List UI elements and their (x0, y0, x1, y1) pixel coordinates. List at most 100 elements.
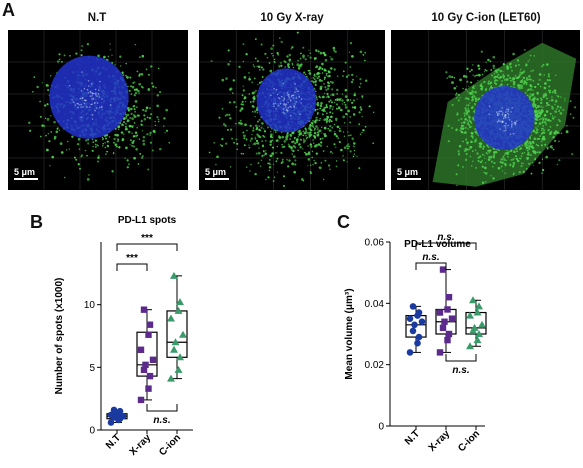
pdl1-spot (299, 57, 302, 60)
pdl1-spot (336, 88, 339, 92)
pdl1-spot (310, 80, 313, 82)
pdl1-spot (130, 124, 134, 128)
pdl1-spot (352, 142, 356, 145)
pdl1-spot (134, 91, 138, 95)
pdl1-spot (86, 154, 88, 157)
pdl1-spot (309, 52, 312, 54)
pdl1-spot (264, 52, 267, 56)
pdl1-spot (257, 162, 260, 164)
pdl1-spot (47, 89, 50, 92)
nucleus-spot (94, 109, 96, 112)
nucleus-spot (91, 95, 93, 97)
pdl1-spot (131, 141, 135, 144)
pdl1-spot (120, 131, 124, 134)
pdl1-spot (334, 130, 336, 133)
pdl1-spot (259, 165, 262, 167)
pdl1-spot (255, 89, 257, 92)
nucleus-spot (93, 92, 95, 95)
pdl1-spot (114, 63, 116, 66)
pdl1-spot (321, 126, 323, 129)
pdl1-spot (252, 64, 255, 66)
pdl1-spot (314, 121, 317, 124)
pdl1-spot (125, 62, 127, 65)
pdl1-spot (268, 166, 272, 169)
pdl1-spot (308, 158, 310, 160)
pdl1-spot (290, 48, 292, 50)
pdl1-spot (329, 104, 332, 108)
pdl1-spot (328, 82, 330, 85)
pdl1-spot (257, 65, 261, 69)
pdl1-spot (145, 106, 149, 110)
pdl1-spot (106, 140, 109, 143)
pdl1-spot (252, 127, 255, 129)
pdl1-spot (84, 149, 87, 152)
pdl1-spot (344, 61, 347, 64)
pdl1-spot (315, 144, 318, 147)
pdl1-spot (348, 145, 351, 148)
pdl1-spot (124, 125, 127, 128)
pdl1-spot (291, 140, 294, 144)
pdl1-spot (361, 131, 363, 134)
pdl1-spot (254, 57, 257, 60)
pdl1-spot (46, 103, 49, 106)
pdl1-spot (270, 47, 273, 50)
pdl1-spot (282, 184, 286, 188)
pdl1-spot (228, 101, 231, 104)
pdl1-spot (157, 67, 160, 70)
pdl1-spot (254, 172, 257, 176)
pdl1-spot (297, 149, 299, 152)
pdl1-spot (123, 116, 126, 119)
pdl1-spot (306, 131, 309, 135)
pdl1-spot (86, 178, 90, 181)
pdl1-spot (308, 72, 312, 75)
pdl1-spot (331, 126, 334, 129)
pdl1-spot (288, 58, 292, 62)
pdl1-spot (136, 126, 138, 129)
pdl1-spot (341, 93, 344, 95)
nucleus-spot (299, 113, 301, 115)
pdl1-spot (316, 98, 319, 101)
pdl1-spot (224, 124, 227, 127)
pdl1-spot (361, 115, 363, 118)
pdl1-spot (349, 66, 352, 69)
pdl1-spot (331, 112, 334, 115)
pdl1-spot (324, 110, 327, 113)
pdl1-spot (103, 55, 106, 59)
pdl1-spot (59, 142, 63, 145)
pdl1-spot (236, 148, 239, 151)
pdl1-spot (260, 43, 263, 46)
pdl1-spot (275, 152, 277, 154)
pdl1-spot (344, 106, 348, 109)
pdl1-spot (307, 145, 309, 147)
pdl1-spot (351, 106, 354, 109)
pdl1-spot (291, 131, 295, 135)
pdl1-spot (78, 167, 82, 170)
pdl1-spot (318, 79, 322, 82)
pdl1-spot (219, 143, 222, 146)
pdl1-spot (293, 136, 296, 140)
pdl1-spot (140, 85, 143, 88)
pdl1-spot (240, 122, 243, 126)
pdl1-spot (215, 163, 217, 166)
pdl1-spot (71, 135, 74, 138)
pdl1-spot (309, 131, 311, 134)
pdl1-spot (329, 111, 332, 114)
pdl1-spot (221, 78, 225, 82)
pdl1-spot (126, 159, 129, 162)
pdl1-spot (317, 119, 319, 121)
pdl1-spot (315, 66, 317, 69)
pdl1-spot (335, 119, 337, 122)
pdl1-spot (127, 108, 130, 111)
pdl1-spot (270, 154, 273, 158)
nucleus-spot (82, 106, 84, 108)
significance-bracket (116, 263, 148, 271)
pdl1-spot (276, 139, 279, 142)
pdl1-spot (291, 64, 294, 66)
pdl1-spot (255, 139, 259, 143)
pdl1-spot (336, 103, 338, 106)
pdl1-spot (131, 144, 134, 147)
pdl1-spot (96, 160, 100, 163)
pdl1-spot (352, 113, 356, 116)
pdl1-spot (351, 55, 354, 58)
pdl1-spot (232, 92, 234, 94)
